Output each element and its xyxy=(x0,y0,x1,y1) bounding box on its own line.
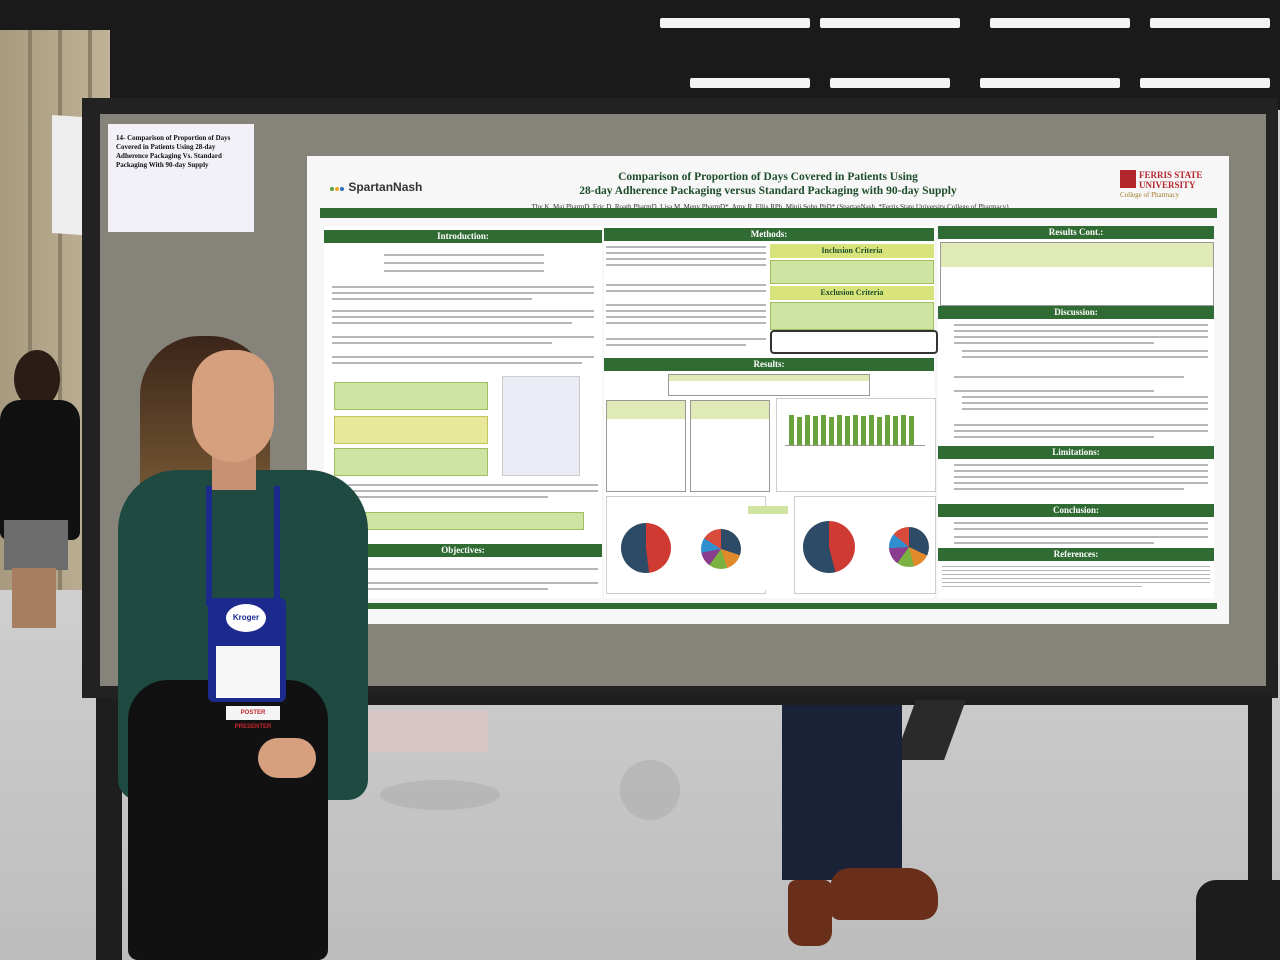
timely-meds-pdc-table xyxy=(606,400,686,492)
chart-bar xyxy=(837,415,842,445)
chart-bar xyxy=(877,417,882,445)
chart-bar xyxy=(821,415,826,445)
chart-bar xyxy=(845,416,850,445)
presenter-face xyxy=(192,350,274,462)
chart-bar xyxy=(805,415,810,445)
ceiling-light xyxy=(830,78,950,88)
poster-presenter-ribbon: POSTER PRESENTER xyxy=(226,706,280,730)
background-items xyxy=(348,710,488,752)
chart-bar xyxy=(901,415,906,445)
poster-number-card: 14- Comparison of Proportion of Days Cov… xyxy=(108,124,254,232)
intro-callout xyxy=(334,416,488,444)
standard-category-pies xyxy=(794,496,936,594)
person-legs xyxy=(782,705,902,880)
section-header-discussion: Discussion: xyxy=(938,306,1214,319)
pdc-formula-box xyxy=(770,330,938,354)
poster-column-left: Introduction: Objectives: xyxy=(324,226,602,598)
presenter-black-skirt xyxy=(128,680,328,960)
chart-bar xyxy=(829,417,834,445)
exclusion-criteria-title: Exclusion Criteria xyxy=(770,286,934,300)
exclusion-criteria-box xyxy=(770,302,934,330)
inclusion-criteria-box xyxy=(770,260,934,284)
chart-bar xyxy=(909,416,914,445)
results-cont-table xyxy=(940,242,1214,306)
brown-shoe xyxy=(830,868,938,920)
neighbor-poster-sign xyxy=(52,114,82,236)
section-header-limitations: Limitations: xyxy=(938,446,1214,459)
section-header-introduction: Introduction: xyxy=(324,230,602,243)
name-badge xyxy=(216,646,280,698)
poster-column-middle: Methods: Inclusion Criteria Exclusion Cr… xyxy=(604,226,938,598)
poster-title-line: 28-day Adherence Packaging versus Standa… xyxy=(579,185,957,197)
ceiling-light xyxy=(820,18,960,28)
bar-chart-plot xyxy=(785,415,925,446)
poster-authors: Thy K. Mai PharmD, Eric D. Roath PharmD,… xyxy=(531,203,1009,211)
ferris-state-logo: FERRIS STATE UNIVERSITY College of Pharm… xyxy=(1120,170,1212,202)
timely-meds-category-pies xyxy=(606,496,766,594)
kroger-logo: Kroger xyxy=(226,604,266,632)
section-header-results-cont: Results Cont.: xyxy=(938,226,1214,239)
background-attendee xyxy=(0,350,80,630)
study-aim-box xyxy=(344,512,584,530)
ceiling xyxy=(0,0,1280,110)
pie-chart xyxy=(621,523,671,573)
results-summary-table xyxy=(668,374,870,396)
board-crossbar xyxy=(122,695,1272,705)
chart-bar xyxy=(853,415,858,445)
chart-bar xyxy=(813,416,818,445)
chart-bar xyxy=(797,417,802,445)
ceiling-light xyxy=(980,78,1120,88)
pie-legend xyxy=(748,506,790,590)
ferris-logo-line: UNIVERSITY xyxy=(1139,180,1196,190)
poster-header-band xyxy=(320,208,1217,218)
pie-chart xyxy=(701,529,741,569)
presenter-hands xyxy=(258,738,316,778)
ceiling-light xyxy=(690,78,810,88)
section-header-objectives: Objectives: xyxy=(324,544,602,557)
pie-chart xyxy=(889,527,929,567)
legend-arrow xyxy=(748,506,788,514)
blister-pack-photo xyxy=(502,376,580,476)
standard-pdc-table xyxy=(690,400,770,492)
section-header-methods: Methods: xyxy=(604,228,934,241)
intro-callout xyxy=(334,382,488,410)
section-header-conclusion: Conclusion: xyxy=(938,504,1214,517)
intro-callout xyxy=(334,448,488,476)
section-header-references: References: xyxy=(938,548,1214,561)
black-bag xyxy=(1196,880,1280,960)
ceiling-light xyxy=(1150,18,1270,28)
spartannash-logo: SpartanNash xyxy=(330,180,440,200)
poster-title-line: Comparison of Proportion of Days Covered… xyxy=(618,171,918,183)
pie-chart xyxy=(803,521,855,573)
ferris-logo-sub: College of Pharmacy xyxy=(1120,191,1180,199)
ceiling-light xyxy=(1140,78,1270,88)
poster-column-right: Results Cont.: Discussion: Limitations: … xyxy=(938,226,1214,598)
poster-footer-band xyxy=(320,603,1217,609)
chart-bar xyxy=(885,415,890,445)
spartannash-logo-text: SpartanNash xyxy=(348,180,423,194)
chart-bar xyxy=(869,415,874,445)
chart-bar xyxy=(861,416,866,445)
board-leg xyxy=(96,698,122,960)
lanyard xyxy=(206,486,280,606)
poster-title: Comparison of Proportion of Days Covered… xyxy=(520,170,1016,198)
chart-bar xyxy=(789,415,794,445)
ceiling-light xyxy=(660,18,810,28)
pdc-bar-chart xyxy=(776,398,936,492)
chart-bar xyxy=(893,416,898,445)
section-header-results: Results: xyxy=(604,358,934,371)
ceiling-light xyxy=(990,18,1130,28)
inclusion-criteria-title: Inclusion Criteria xyxy=(770,244,934,258)
ferris-logo-line: FERRIS STATE xyxy=(1139,170,1203,180)
brown-shoe xyxy=(788,880,832,946)
